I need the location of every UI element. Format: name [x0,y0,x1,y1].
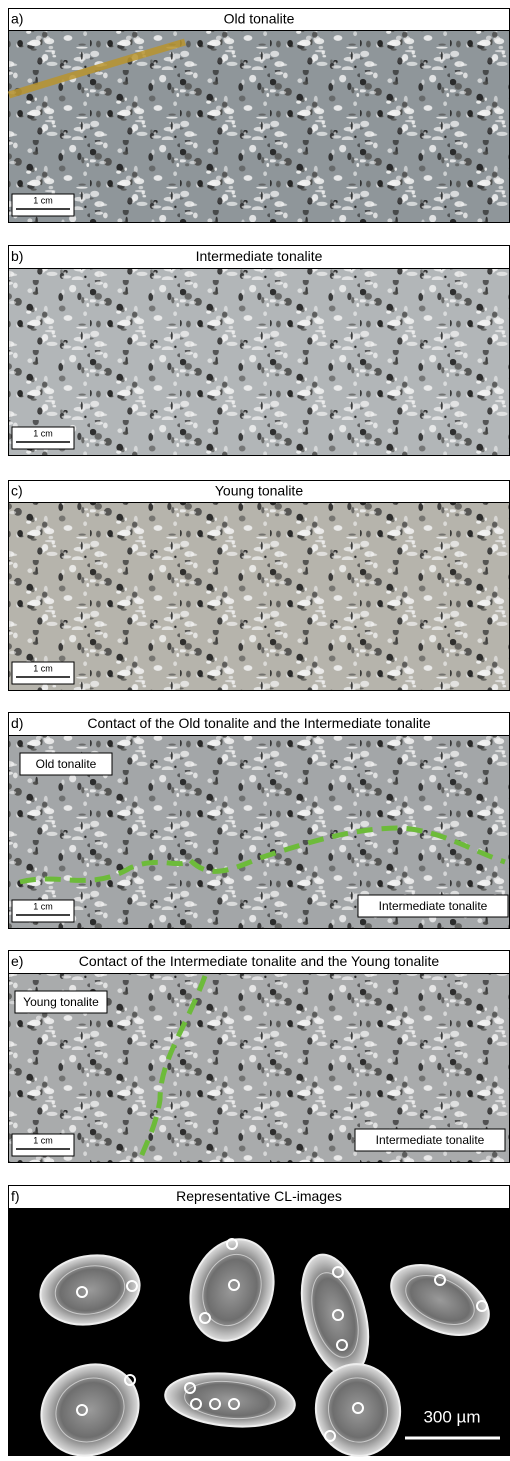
zircon-zoning [328,1377,388,1443]
scale-box [11,899,75,923]
panel-title: Young tonalite [215,483,303,499]
scale-box [11,1133,75,1157]
annotation: Old tonalite [36,757,97,771]
zircon-zoning [54,1265,126,1315]
scale-label: 1 cm [33,663,53,673]
analysis-spot [124,1374,136,1386]
analysis-spot [76,1404,88,1416]
analysis-spot [76,1286,88,1298]
panel-title: Representative CL-images [176,1188,342,1204]
annotation-box [14,990,108,1014]
zircon [39,1254,141,1326]
analysis-spot [228,1279,240,1291]
annotation: Young tonalite [23,995,99,1009]
zircon-zoning [184,1380,276,1420]
panel-label: b) [11,248,23,264]
scale-label: 1 cm [33,428,53,438]
analysis-spot [126,1280,138,1292]
analysis-spot [332,1309,344,1321]
scale-label: 1 cm [33,195,53,205]
panel-title: Contact of the Old tonalite and the Inte… [87,715,430,731]
scale-label: 1 cm [33,901,53,911]
annotation-box [357,894,509,918]
panel-title: Contact of the Intermediate tonalite and… [79,953,440,969]
rock-texture [9,503,509,690]
panel-title: Intermediate tonalite [196,248,323,264]
scale-label: 300 µm [423,1407,480,1426]
scale-box [11,661,75,685]
analysis-spot [324,1430,336,1442]
analysis-spot [434,1274,446,1286]
analysis-spot [476,1300,488,1312]
zircon-zoning [202,1253,262,1327]
contact-line [137,975,208,1161]
analysis-spot [190,1398,202,1410]
panel-label: a) [11,11,23,27]
analysis-spot [209,1398,221,1410]
analysis-spot [228,1398,240,1410]
zircon-zoning [311,1272,359,1358]
zircon-zoning [405,1275,475,1325]
contact-line [19,825,506,885]
zircon [390,1264,490,1336]
annotation-box [19,752,113,776]
panel-label: d) [11,715,23,731]
analysis-spot [352,1402,364,1414]
analysis-spot [332,1266,344,1278]
zircon-zoning [55,1377,125,1443]
analysis-spot [336,1339,348,1351]
annotation: Intermediate tonalite [376,1133,485,1147]
analysis-spot [199,1312,211,1324]
panel-label: c) [11,483,23,499]
panel-label: f) [11,1188,20,1204]
scale-box [11,193,75,217]
annotation: Intermediate tonalite [379,899,488,913]
rock-texture [9,31,509,222]
analysis-spot [226,1238,238,1250]
panel-label: e) [11,953,23,969]
scale-box [11,426,75,450]
scale-label: 1 cm [33,1135,53,1145]
analysis-spot [184,1382,196,1394]
rock-texture [9,269,509,455]
vein [7,38,186,99]
annotation-box [354,1128,506,1152]
panel-title: Old tonalite [224,11,295,27]
